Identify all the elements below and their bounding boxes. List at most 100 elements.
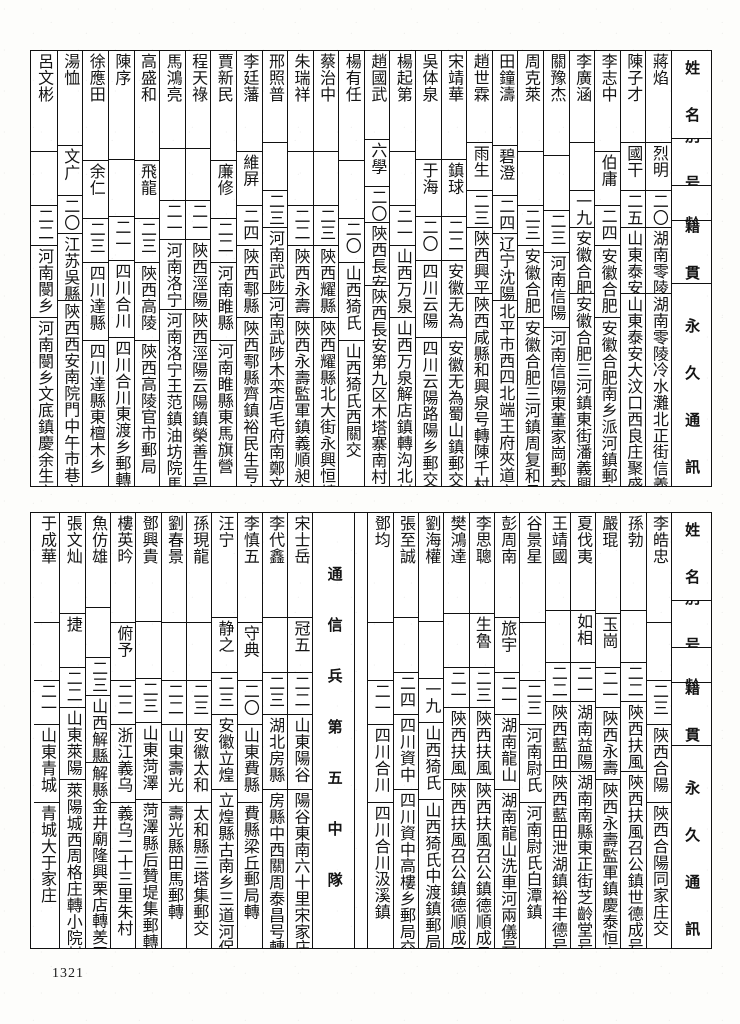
cell-text-address: 湖南零陵冷水灘北正街信義發号 — [649, 295, 669, 486]
roster-entry-column[interactable]: 趙世霖 雨生 二三 陝西興平 陝西咸縣和興泉号轉陳千村南墊 — [466, 51, 492, 486]
roster-entry-column[interactable]: 李慎五 守典 二〇 山東費縣 費縣梁丘郵局轉 — [236, 513, 262, 948]
cell-text-name: 張文灿 — [63, 515, 83, 565]
roster-entry-column[interactable]: 孫現龍 二三 安徽太和 太和縣三塔集郵交 — [185, 513, 212, 948]
row-header-label: 年 齡 — [683, 185, 702, 222]
roster-entry-column[interactable]: 朱瑞祥 二二 陝西永壽 陝西永壽監軍鎮義順昶交 — [287, 51, 313, 486]
cell-text-name: 于成華 — [37, 515, 57, 565]
roster-entry-column[interactable]: 鄧均 二一 四川合川 四川合川汲溪鎮 — [367, 513, 393, 948]
roster-entry-column[interactable]: 高盛和 飛龍 二三 陝西高陵 陝西高陵官市郵局 — [133, 51, 160, 486]
cell-address: 四川達縣東檀木乡 — [83, 341, 108, 486]
cell-text-name: 楊起第 — [393, 53, 413, 103]
roster-entry-column[interactable]: 李皓忠 二三 陝西合陽 陝西合陽同家庄交 — [645, 513, 671, 948]
cell-alias — [186, 623, 212, 681]
cell-text-alias: 文广 — [61, 147, 81, 181]
cell-text-address: 安徽合肥三河鎮東街潘義興号轉 — [573, 295, 593, 486]
roster-entry-column[interactable]: 宋士岳 冠五 二二 山東陽谷 陽谷東南六十里宋家庄 — [287, 513, 313, 948]
cell-text-age: 二二 — [35, 207, 55, 241]
roster-entry-column[interactable]: 嚴琨 玉崗 二一 陝西永壽 陝西永壽監軍鎮慶泰恒交 — [595, 513, 621, 948]
cell-text-address: 萊陽城西周格庄轉小院村 — [63, 782, 83, 948]
cell-age: 二三 — [520, 681, 545, 725]
roster-entry-column[interactable]: 李思聰 生魯 二三 陝西扶風 陝西扶風召公鎮德順成号 — [468, 513, 494, 948]
roster-entry-column[interactable]: 邢照普 二三 河南武陟 河南武陟木栾店毛府南鄭文恩轉 — [261, 51, 288, 486]
cell-text-age: 二三 — [137, 221, 157, 254]
roster-entry-column[interactable]: 于成華 二一 山東青城 青城大于家庄 — [34, 513, 60, 948]
cell-text-age: 二一 — [163, 202, 183, 236]
roster-entry-column[interactable]: 蔣焰 烈明 二〇 湖南零陵 湖南零陵冷水灘北正街信義發号 — [645, 51, 671, 486]
roster-entry-column[interactable]: 田鐘濤 碧澄 二四 辽宁沈陽 北平市西四北端王府夾道六号 — [491, 51, 518, 486]
cell-text-address: 青城大于家庄 — [37, 805, 57, 904]
cell-address: 陝西扶風召公鎮德順成号 — [470, 780, 494, 948]
roster-entry-column[interactable]: 陳子才 國干 二五 山東泰安 山東泰安大汶口西良庄聚盛公号 — [619, 51, 646, 486]
cell-name: 趙世霖 — [467, 51, 492, 143]
roster-entry-column[interactable]: 孫勃 二二 陝西扶風 陝西扶風召公鎮世德成号交 — [620, 513, 646, 948]
cell-text-address: 四川合川汲溪鎮 — [371, 805, 391, 920]
cell-age: 二四 — [236, 206, 262, 247]
roster-entry-column[interactable]: 王靖國 二二 陝西藍田 陝西藍田泄湖鎮裕丰德号交 — [544, 513, 570, 948]
cell-address: 安徽合肥南乡派河鎮郵交 — [595, 318, 620, 486]
cell-text-address: 立煌縣古南乡三道河保 — [215, 791, 235, 948]
roster-entry-column[interactable]: 楊有任 二〇 山西猗氏 山西猗氏西關交 — [338, 51, 364, 486]
cell-alias — [161, 623, 186, 681]
cell-address: 陝西永壽監軍鎮義順昶交 — [288, 318, 313, 486]
roster-entry-column[interactable]: 樊鴻達 二一 陝西扶風 陝西扶風召公鎮德順成号 — [443, 513, 469, 948]
roster-entry-column[interactable]: 周克萊 二三 安徽合肥 安徽合肥三河鎮周复和号 — [517, 51, 544, 486]
roster-entry-column[interactable]: 李志中 伯庸 二四 安徽合肥 安徽合肥南乡派河鎮郵交 — [594, 51, 620, 486]
cell-name: 馬鴻亮 — [160, 51, 185, 149]
roster-entry-column[interactable]: 宋靖華 鎮球 二二 安徽无為 安徽无為蜀山鎮郵交 — [440, 51, 467, 486]
cell-origin: 陝西鄠縣 — [236, 246, 262, 319]
cell-name: 張文灿 — [60, 513, 85, 615]
roster-entry-column[interactable]: 吳体泉 于海 二〇 四川云陽 四川云陽路陽乡郵交 — [415, 51, 441, 486]
cell-text-age: 二三 — [266, 675, 286, 709]
roster-entry-column[interactable]: 張至誠 二四 四川資中 四川資中高樓乡郵局交 — [392, 513, 419, 948]
cell-text-age: 二三 — [470, 193, 490, 227]
roster-entry-column[interactable]: 呂文彬 二二 河南閿乡 河南閿乡文底鎮慶余生交 — [31, 51, 57, 486]
cell-text-origin: 山西猗氏 — [342, 265, 362, 331]
cell-text-address: 陝西長安第九区木塔寨南村居仁堂 — [368, 288, 388, 486]
roster-entry-column[interactable]: 劉春景 二二 山東壽光 壽光縣田馬郵轉 — [160, 513, 186, 948]
cell-text-origin: 河南信陽 — [547, 255, 567, 321]
cell-text-address: 河南武陟木栾店毛府南鄭文恩轉 — [265, 295, 285, 486]
roster-entry-column[interactable]: 楊起第 二一 山西万泉 山西万泉解店鎮轉沟北村 — [389, 51, 416, 486]
roster-entry-column[interactable]: 陳序 二一 四川合川 四川合川東渡乡郵轉 — [107, 51, 134, 486]
cell-text-name: 張至誠 — [397, 515, 417, 565]
roster-entry-column[interactable]: 谷景星 二三 河南尉氏 河南尉氏白潭鎮 — [519, 513, 545, 948]
roster-entry-column[interactable]: 夏伐夷 如相 二一 湖南益陽 湖南南縣東正街芝齡堂号交 — [569, 513, 596, 949]
cell-origin: 安徽太和 — [186, 725, 212, 803]
roster-entry-column[interactable]: 彭周南 旅宇 二一 湖南龍山 湖南龍山洗車河兩儀号 — [493, 513, 520, 948]
roster-entry-column[interactable]: 張文灿捷二二 山東萊陽 萊陽城西周格庄轉小院村 — [59, 513, 85, 948]
roster-entry-column[interactable]: 蔡治中 二三 陝西耀縣 陝西耀縣北大街永興恒轉 — [312, 51, 339, 486]
cell-age: 二二 — [621, 663, 646, 702]
cell-text-origin: 山東泰安 — [624, 230, 644, 294]
roster-entry-column[interactable]: 湯恤 文广 二〇 江苏吳縣 陝西西安南院門中午市巷六号 — [56, 51, 83, 486]
cell-alias — [368, 623, 393, 681]
roster-entry-column[interactable]: 賈新民 廉修 二二 河南睢縣 河南睢縣東馬旗營 — [210, 51, 236, 486]
roster-entry-column[interactable]: 劉海權 一九 山西猗氏 山西猗氏中渡鎮郵局 — [418, 513, 444, 949]
roster-entry-column[interactable]: 徐應田 余仁 二三 四川達縣 四川達縣東檀木乡 — [82, 51, 108, 486]
roster-entry-column[interactable]: 鄧興貴 二三 山東菏澤 菏澤縣后贊堤集郵轉 — [135, 513, 161, 948]
cell-text-name: 彭周南 — [498, 515, 518, 565]
roster-entry-column[interactable]: 魚仿雄 二三 山西解縣 解縣金井廟隆興栗店轉羑玉村 — [84, 513, 111, 948]
cell-age: 二五 — [620, 191, 646, 229]
cell-name: 夏伐夷 — [570, 513, 596, 611]
cell-text-address: 湖南南縣東正街芝齡堂号交 — [574, 773, 594, 949]
cell-alias — [262, 618, 288, 674]
cell-text-address: 山西猗氏中渡鎮郵局 — [422, 802, 442, 949]
cell-name: 關豫杰 — [544, 51, 569, 156]
roster-entry-column[interactable]: 汪宁 静之 二三 安徽立煌 立煌縣古南乡三道河保 — [211, 513, 237, 948]
cell-alias: 雨生 — [467, 143, 492, 192]
cell-text-age: 二一 — [371, 683, 391, 716]
cell-alias: 玉崗 — [596, 614, 621, 668]
cell-origin: 陝西高陵 — [134, 263, 160, 341]
cell-text-origin: 安徽太和 — [190, 727, 210, 793]
roster-entry-column[interactable]: 李廣涵 一九 安徽合肥 安徽合肥三河鎮東街潘義興号轉 — [568, 51, 595, 486]
roster-entry-column[interactable]: 李代鑫 二三 湖北房縣 房縣中西關周泰昌号轉 — [261, 513, 288, 948]
roster-entry-column[interactable]: 程天祿 二一 陝西涇陽 陝西涇陽云陽鎮榮善生号交 — [184, 51, 211, 486]
roster-entry-column[interactable]: 馬鴻亮 二一 河南洛宁 河南洛宁王范鎮油坊院馬宅 — [159, 51, 185, 486]
roster-entry-column[interactable]: 李廷藩 維屏 二四 陝西鄠縣 陝西鄠縣齊鎮裕民生号交 — [235, 51, 262, 486]
cell-alias — [390, 152, 416, 206]
row-header-label: 姓 名 — [683, 60, 702, 130]
roster-entry-column[interactable]: 關豫杰 二三 河南信陽 河南信陽東董家崗郵交 — [543, 51, 569, 486]
roster-entry-column[interactable]: 樓英昑 俯予 二二 浙江義乌 義乌二十三里朱村 — [110, 513, 136, 948]
roster-entry-column[interactable]: 趙國武 六學 二〇 陝西長安 陝西長安第九区木塔寨南村居仁堂 — [363, 51, 390, 486]
cell-age: 二二 — [111, 681, 136, 725]
